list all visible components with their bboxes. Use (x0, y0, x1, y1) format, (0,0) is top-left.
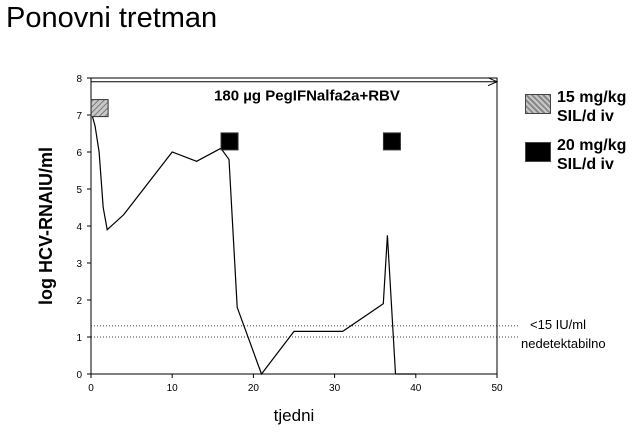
y-tick-label: 7 (76, 111, 82, 122)
legend-item-15mg: 15 mg/kg SIL/d iv (525, 88, 638, 126)
treatment-marker-solid (220, 132, 239, 151)
x-tick-label: 30 (329, 383, 341, 394)
legend-swatch-solid (525, 142, 551, 162)
treatment-marker-solid (382, 132, 401, 151)
slide-title: Ponovni tretman (6, 2, 218, 34)
y-tick-label: 3 (76, 259, 82, 270)
series-line (90, 111, 416, 376)
legend-label: 15 mg/kg SIL/d iv (557, 89, 627, 125)
y-tick-label: 4 (76, 222, 82, 233)
regimen-arrow-head (487, 77, 499, 87)
y-tick-label: 2 (76, 296, 82, 307)
reference-label-undetectable: nedetektabilno (521, 336, 606, 351)
legend-swatch-hatched (525, 94, 551, 114)
y-axis-label: log HCV-RNAIU/ml (36, 147, 56, 305)
y-tick-label: 0 (76, 370, 82, 381)
y-tick-label: 5 (76, 185, 82, 196)
x-axis-label: tjedni (274, 406, 315, 425)
plot-frame (90, 77, 498, 375)
x-tick-label: 20 (248, 383, 260, 394)
treatment-marker-hatched (90, 99, 109, 118)
legend-label: 20 mg/kg SIL/d iv (557, 137, 627, 173)
regimen-annotation: 180 µg PegIFNalfa2a+RBV (214, 88, 400, 105)
x-tick-label: 0 (88, 383, 94, 394)
x-tick-label: 40 (410, 383, 422, 394)
reference-label-15iu: <15 IU/ml (530, 317, 586, 332)
legend-item-20mg: 20 mg/kg SIL/d iv (525, 136, 638, 174)
x-tick-label: 10 (167, 383, 179, 394)
y-tick-label: 6 (76, 148, 82, 159)
x-tick-label: 50 (491, 383, 503, 394)
y-tick-label: 1 (76, 333, 82, 344)
y-tick-label: 8 (76, 74, 82, 85)
